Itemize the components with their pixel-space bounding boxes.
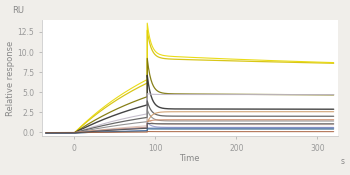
X-axis label: Time: Time (180, 154, 200, 163)
Text: RU: RU (12, 6, 24, 15)
Text: s: s (341, 157, 345, 166)
Y-axis label: Relative response: Relative response (6, 40, 15, 116)
